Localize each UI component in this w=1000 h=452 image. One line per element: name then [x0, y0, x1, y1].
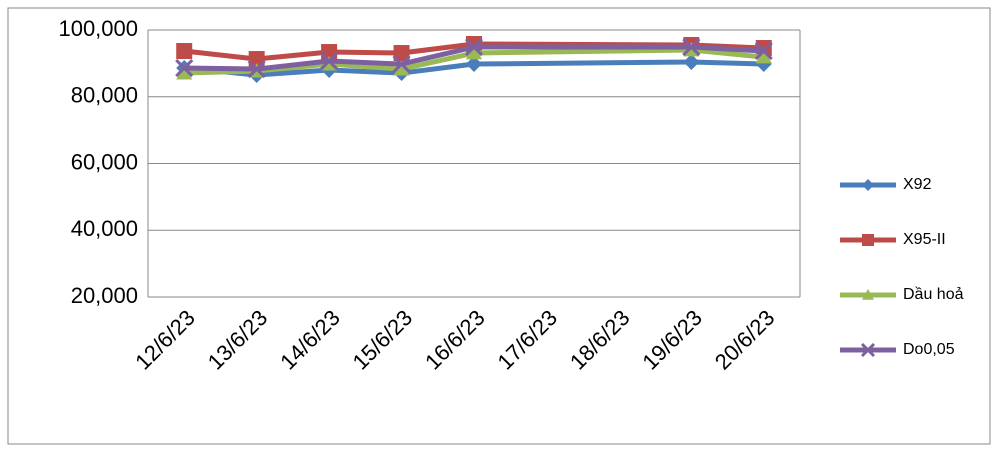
point — [393, 61, 410, 76]
line-segment — [471, 47, 694, 56]
y-tick-label: 80,000 — [71, 83, 138, 108]
point — [466, 56, 482, 73]
point — [755, 56, 772, 73]
point — [320, 51, 339, 71]
line-segment — [399, 44, 477, 67]
point — [683, 54, 700, 71]
line-segment — [399, 61, 477, 76]
y-tick-label: 100,000 — [58, 16, 138, 41]
line-segment — [254, 49, 332, 62]
legend-label: Do0,05 — [903, 341, 955, 358]
legend-marker — [862, 179, 874, 191]
legend-marker — [860, 342, 876, 358]
point — [466, 45, 482, 60]
line-segment — [181, 68, 260, 76]
line-segment — [399, 50, 477, 72]
line-segment — [688, 47, 767, 60]
point — [393, 45, 410, 62]
line-segment — [181, 65, 260, 72]
legend-marker — [862, 234, 874, 246]
y-tick-label: 40,000 — [71, 216, 138, 241]
point — [247, 59, 266, 79]
legend-label: X92 — [903, 176, 932, 193]
y-tick-label: 60,000 — [71, 149, 138, 174]
line-segment — [326, 49, 405, 56]
line-segment — [471, 59, 694, 67]
point — [176, 43, 193, 60]
line-segment — [181, 48, 260, 62]
y-tick-label: 20,000 — [71, 283, 138, 308]
line-segment — [688, 59, 767, 67]
line-segment — [326, 67, 405, 76]
legend-marker — [862, 289, 874, 300]
line-segment — [399, 41, 477, 56]
line-segment — [688, 44, 767, 54]
point — [682, 37, 701, 57]
point — [755, 49, 772, 64]
legend-label: X95-II — [903, 231, 946, 248]
line-segment — [254, 67, 332, 78]
legend-label: Dầu hoả — [903, 286, 964, 303]
line-segment — [326, 58, 405, 67]
point — [176, 65, 193, 80]
point — [175, 58, 194, 78]
line-segment — [254, 58, 332, 72]
chart-border — [7, 7, 991, 445]
point — [464, 37, 484, 57]
point — [392, 54, 411, 74]
line-segment — [326, 61, 405, 72]
point — [754, 41, 773, 61]
